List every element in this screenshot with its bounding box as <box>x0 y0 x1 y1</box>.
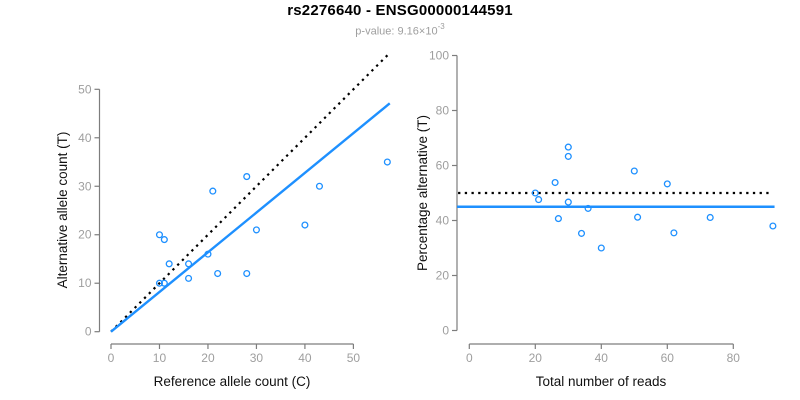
data-point <box>185 274 193 282</box>
data-point <box>554 215 562 223</box>
data-point <box>564 198 572 206</box>
x-tick-label: 0 <box>108 351 115 365</box>
y-tick-label: 100 <box>429 49 449 63</box>
y-tick-label: 80 <box>436 104 450 118</box>
x-tick-label: 80 <box>727 351 741 365</box>
data-point <box>160 236 168 244</box>
identity-line <box>110 53 390 333</box>
y-tick-label: 20 <box>436 269 450 283</box>
data-point <box>630 167 638 175</box>
p-value-exponent: -3 <box>437 22 445 31</box>
data-point <box>706 213 714 222</box>
data-point <box>185 260 193 268</box>
data-point <box>551 179 559 187</box>
fit-line <box>110 102 391 333</box>
data-point <box>564 143 572 151</box>
y-tick-label: 40 <box>436 214 450 228</box>
data-point <box>243 173 251 181</box>
data-point <box>155 231 164 239</box>
x-tick-label: 40 <box>298 351 312 365</box>
data-point <box>634 213 642 221</box>
x-axis-title: Reference allele count (C) <box>154 374 311 389</box>
data-point <box>531 189 539 197</box>
y-axis-title: Percentage alternative (T) <box>415 115 430 271</box>
y-tick-label: 0 <box>442 324 449 338</box>
x-tick-label: 20 <box>201 351 215 365</box>
x-tick-label: 40 <box>595 351 609 365</box>
data-point <box>315 182 324 190</box>
y-tick-label: 40 <box>78 131 92 145</box>
x-tick-label: 30 <box>250 351 264 365</box>
y-tick-label: 50 <box>78 82 92 96</box>
y-tick-label: 0 <box>85 325 92 339</box>
figure-title: rs2276640 - ENSG00000144591 <box>287 2 513 19</box>
y-tick-label: 10 <box>78 276 92 290</box>
data-point <box>577 229 586 237</box>
data-point <box>243 269 251 278</box>
data-point <box>214 269 222 278</box>
x-tick-label: 60 <box>661 351 675 365</box>
data-point <box>204 250 212 258</box>
y-tick-label: 30 <box>78 179 92 193</box>
y-tick-label: 20 <box>78 228 92 242</box>
data-point <box>160 279 168 287</box>
data-point <box>584 204 592 212</box>
data-point <box>769 222 777 230</box>
data-point <box>155 279 164 287</box>
data-point <box>209 187 217 195</box>
x-tick-label: 50 <box>347 351 361 365</box>
data-point <box>383 158 391 166</box>
data-point <box>252 226 260 234</box>
data-point <box>670 229 678 237</box>
x-tick-label: 10 <box>153 351 167 365</box>
x-axis-title: Total number of reads <box>536 374 667 389</box>
data-point <box>663 180 671 188</box>
y-tick-label: 60 <box>436 159 450 173</box>
figure-subtitle: p-value: 9.16×10-3 <box>0 22 800 38</box>
p-value-text: p-value: 9.16×10 <box>355 25 438 38</box>
data-point <box>535 196 543 204</box>
y-axis-title: Alternative allele count (T) <box>55 132 70 289</box>
data-point <box>165 260 173 268</box>
x-tick-label: 20 <box>529 351 543 365</box>
data-point <box>564 152 572 160</box>
data-point <box>301 221 309 229</box>
data-point <box>597 244 605 252</box>
x-tick-label: 0 <box>466 351 473 365</box>
